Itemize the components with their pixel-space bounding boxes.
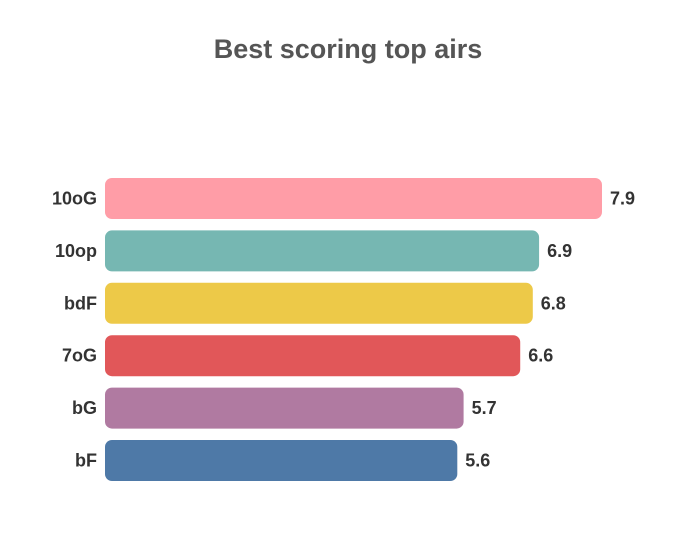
value-label-bg: 5.7 xyxy=(472,398,497,418)
category-label-10op: 10op xyxy=(55,241,97,261)
bar-10op xyxy=(105,230,540,272)
category-label-bf: bF xyxy=(75,451,97,471)
value-label-bdf: 6.8 xyxy=(541,293,566,313)
value-label-7og: 6.6 xyxy=(528,346,553,366)
bar-bdf xyxy=(105,282,533,324)
chart-title: Best scoring top airs xyxy=(213,34,483,64)
category-label-7og: 7oG xyxy=(62,346,97,366)
category-label-bdf: bdF xyxy=(64,293,97,313)
bar-7og xyxy=(105,335,521,377)
bars-layer: 10oG 7.9 10op 6.9 bdF 6.8 7oG 6.6 bG 5.7 bF 5.6 xyxy=(52,178,635,481)
value-label-10og: 7.9 xyxy=(610,189,635,209)
bar-bf xyxy=(105,440,458,481)
category-label-10og: 10oG xyxy=(52,189,97,209)
bar-10og xyxy=(105,178,602,219)
category-label-bg: bG xyxy=(72,398,97,418)
bar-bg xyxy=(105,387,464,429)
value-label-10op: 6.9 xyxy=(547,241,572,261)
value-label-bf: 5.6 xyxy=(465,451,490,471)
